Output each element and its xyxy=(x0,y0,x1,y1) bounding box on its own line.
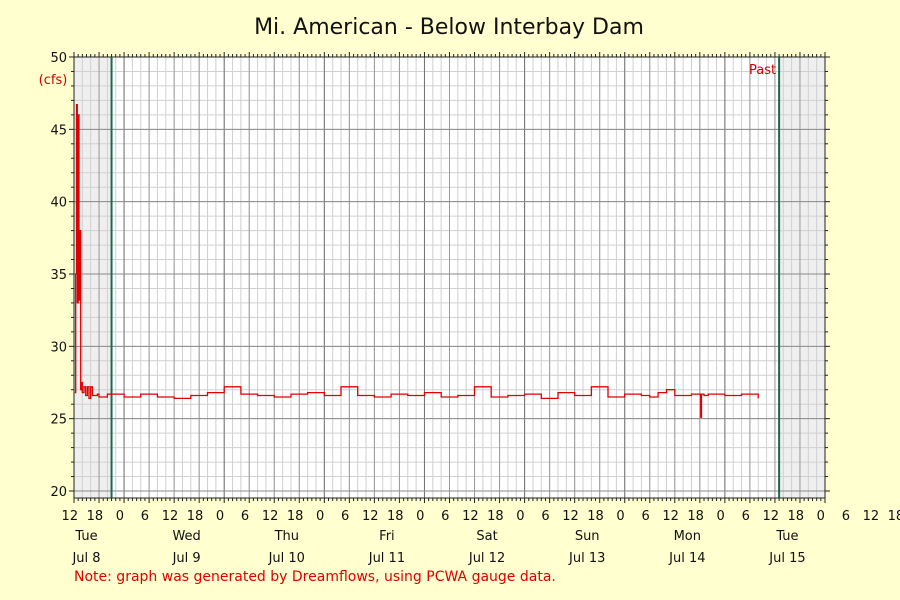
x-tick-label: 6 xyxy=(141,509,149,524)
x-tick-label: 0 xyxy=(717,509,725,524)
x-tick-label: 12 xyxy=(863,509,880,524)
x-tick-label: 18 xyxy=(287,509,304,524)
flow-series-line xyxy=(74,104,759,418)
y-tick-label: 35 xyxy=(50,268,67,283)
x-tick-label: 0 xyxy=(516,509,524,524)
x-day-name-label: Sat xyxy=(476,529,497,544)
x-tick-label: 6 xyxy=(541,509,549,524)
x-tick-label: 12 xyxy=(762,509,779,524)
x-tick-label: 18 xyxy=(788,509,805,524)
x-tick-label: 18 xyxy=(687,509,704,524)
x-date-label: Jul 10 xyxy=(268,551,305,566)
x-tick-label: 18 xyxy=(387,509,404,524)
x-tick-label: 12 xyxy=(162,509,179,524)
x-tick-label: 12 xyxy=(262,509,279,524)
x-tick-label: 6 xyxy=(441,509,449,524)
x-tick-label: 0 xyxy=(216,509,224,524)
y-tick-label: 50 xyxy=(50,51,67,66)
x-tick-label: 0 xyxy=(616,509,624,524)
x-day-name-label: Tue xyxy=(74,529,97,544)
x-tick-label: 12 xyxy=(462,509,479,524)
y-tick-label: 45 xyxy=(50,123,67,138)
x-tick-label: 12 xyxy=(362,509,379,524)
x-tick-label: 18 xyxy=(187,509,204,524)
x-tick-label: 0 xyxy=(416,509,424,524)
x-tick-label: 0 xyxy=(116,509,124,524)
y-tick-label: 20 xyxy=(50,485,67,500)
x-tick-label: 6 xyxy=(842,509,850,524)
x-tick-label: 6 xyxy=(742,509,750,524)
x-date-label: Jul 9 xyxy=(172,551,201,566)
shaded-region-end xyxy=(779,57,825,498)
x-day-name-label: Tue xyxy=(775,529,798,544)
x-tick-label: 12 xyxy=(562,509,579,524)
x-date-label: Jul 13 xyxy=(568,551,605,566)
x-tick-label: 6 xyxy=(341,509,349,524)
x-tick-label: 0 xyxy=(316,509,324,524)
x-date-label: Jul 14 xyxy=(668,551,705,566)
x-date-label: Jul 12 xyxy=(468,551,505,566)
x-tick-label: 12 xyxy=(662,509,679,524)
x-day-name-label: Mon xyxy=(674,529,701,544)
x-tick-label: 6 xyxy=(641,509,649,524)
x-tick-label: 18 xyxy=(888,509,900,524)
chart-title: Mi. American - Below Interbay Dam xyxy=(254,15,644,40)
x-date-label: Jul 11 xyxy=(368,551,405,566)
x-date-label: Jul 15 xyxy=(768,551,805,566)
x-day-name-label: Fri xyxy=(379,529,395,544)
y-tick-label: 25 xyxy=(50,413,67,428)
x-tick-label: 12 xyxy=(62,509,79,524)
x-tick-label: 18 xyxy=(487,509,504,524)
x-day-name-label: Sun xyxy=(575,529,600,544)
y-axis-unit-label: (cfs) xyxy=(39,73,68,88)
x-tick-label: 0 xyxy=(817,509,825,524)
x-tick-label: 6 xyxy=(241,509,249,524)
past-label: Past xyxy=(749,63,776,78)
source-note: Note: graph was generated by Dreamflows,… xyxy=(74,569,556,585)
x-date-label: Jul 8 xyxy=(71,551,100,566)
x-tick-label: 18 xyxy=(87,509,104,524)
y-tick-label: 30 xyxy=(50,340,67,355)
y-tick-label: 40 xyxy=(50,196,67,211)
x-tick-label: 18 xyxy=(587,509,604,524)
x-day-name-label: Wed xyxy=(172,529,200,544)
x-day-name-label: Thu xyxy=(274,529,299,544)
